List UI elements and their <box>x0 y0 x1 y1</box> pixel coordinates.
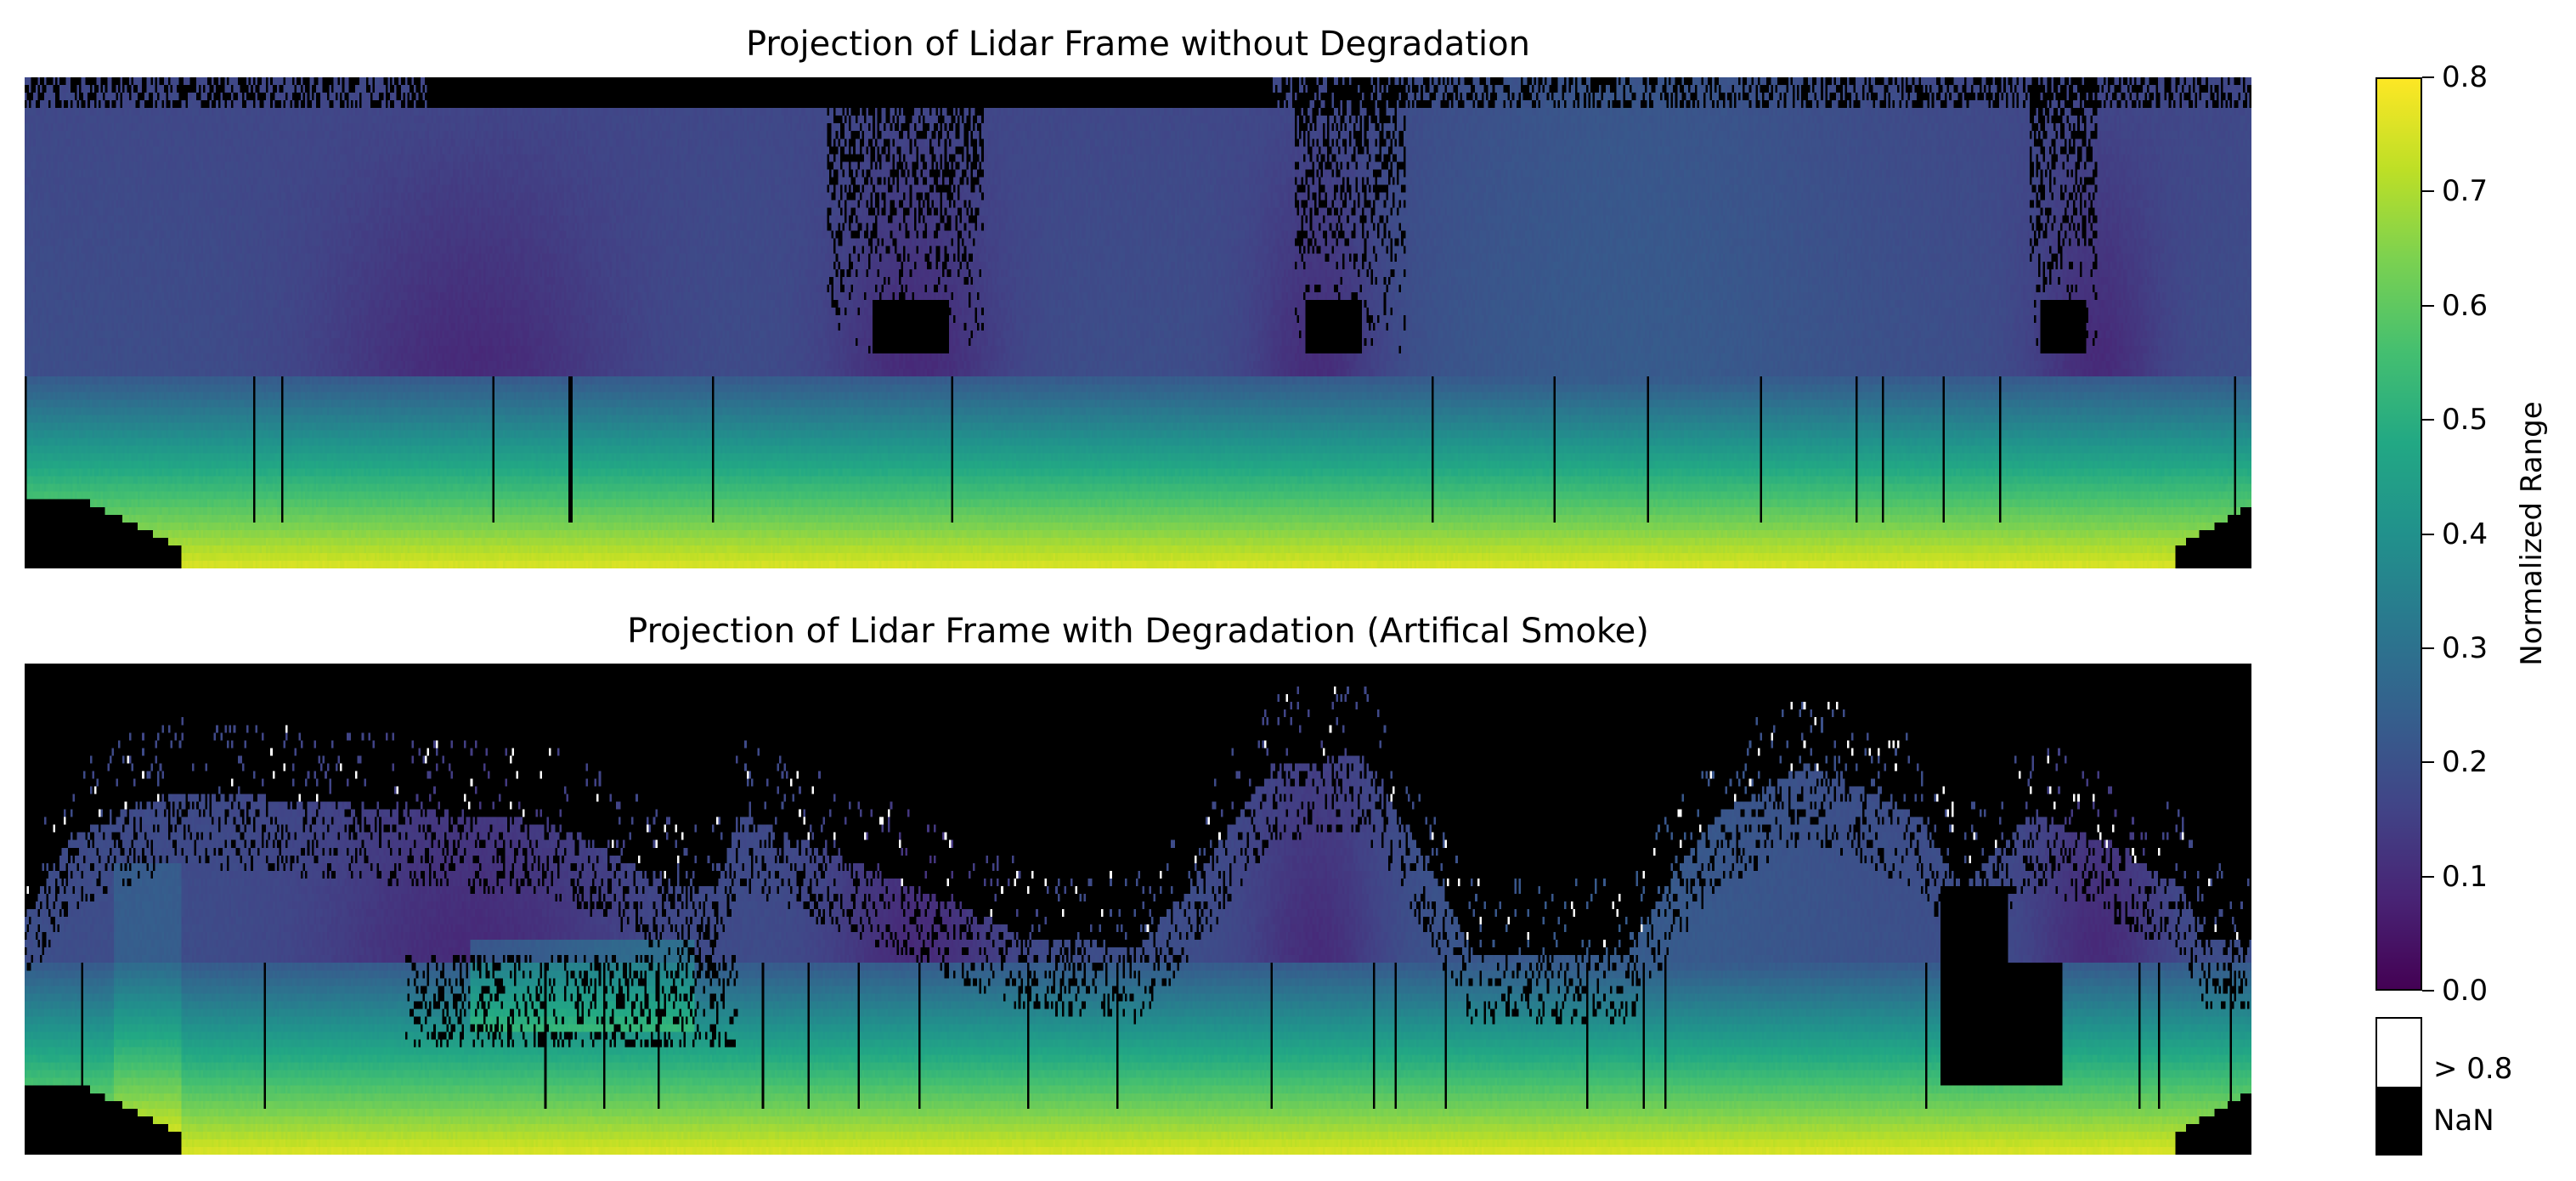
colorbar-tick <box>2422 990 2434 992</box>
nan-swatch <box>2377 1086 2421 1154</box>
heatmap-no-degradation <box>25 77 2251 568</box>
over-swatch <box>2377 1019 2421 1087</box>
over-label: > 0.8 <box>2433 1052 2513 1086</box>
colorbar-tick-label: 0.1 <box>2442 859 2488 894</box>
panel-2-title: Projection of Lidar Frame with Degradati… <box>627 612 1649 651</box>
colorbar-tick <box>2422 419 2434 421</box>
colorbar-tick-label: 0.7 <box>2442 174 2488 209</box>
nan-label: NaN <box>2433 1104 2494 1138</box>
colorbar-tick-label: 0.0 <box>2442 974 2488 1008</box>
colorbar-tick-label: 0.6 <box>2442 288 2488 323</box>
colorbar-label: Normalized Range <box>2515 401 2549 666</box>
colorbar-tick <box>2422 647 2434 649</box>
colorbar-tick <box>2422 761 2434 764</box>
colorbar-tick <box>2422 533 2434 535</box>
colorbar-tick <box>2422 190 2434 193</box>
colorbar-tick <box>2422 875 2434 878</box>
colorbar-tick-label: 0.4 <box>2442 517 2488 551</box>
colorbar <box>2375 77 2422 991</box>
heatmap-with-smoke <box>25 664 2251 1155</box>
colorbar-tick <box>2422 304 2434 307</box>
colorbar-tick-label: 0.2 <box>2442 745 2488 780</box>
colorbar-tick-label: 0.8 <box>2442 60 2488 94</box>
colorbar-tick-label: 0.3 <box>2442 630 2488 665</box>
colorbar-tick <box>2422 76 2434 78</box>
colorbar-extension <box>2375 1017 2422 1156</box>
colorbar-tick-label: 0.5 <box>2442 403 2488 438</box>
panel-1-title: Projection of Lidar Frame without Degrad… <box>746 25 1530 64</box>
